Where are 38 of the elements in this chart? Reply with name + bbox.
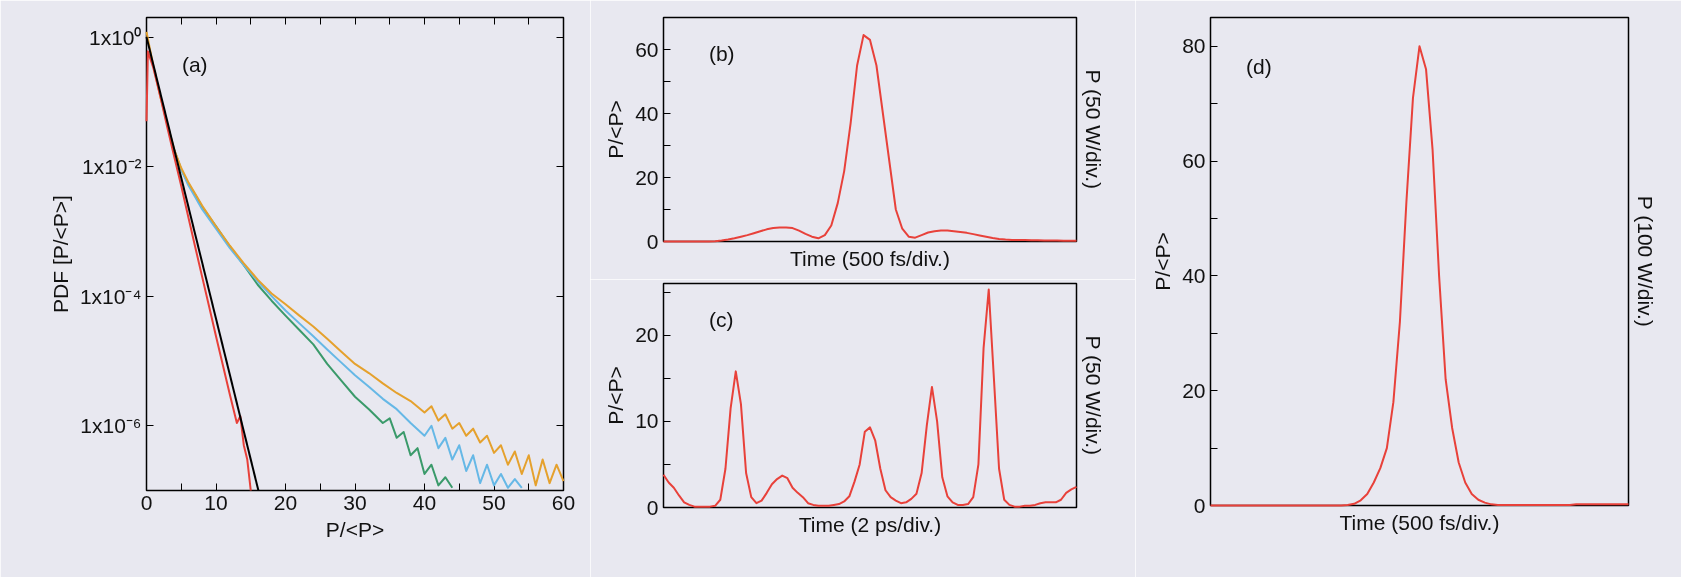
y2-axis-title: P (50 W/div.) bbox=[1081, 69, 1105, 190]
y-tick-label: 40 bbox=[1182, 263, 1206, 287]
annotation: (b) bbox=[708, 41, 735, 65]
x-axis-title: Time (500 fs/div.) bbox=[790, 246, 950, 270]
y2-axis-title: P (50 W/div.) bbox=[1081, 335, 1105, 456]
y-tick-label: 80 bbox=[1182, 34, 1206, 58]
y-axis-title: P/<P> bbox=[604, 366, 628, 425]
y-tick-label: 20 bbox=[635, 323, 659, 347]
x-axis-title: P/<P> bbox=[325, 517, 385, 541]
y-tick-label: 20 bbox=[1182, 378, 1206, 402]
y-tick-label: 0 bbox=[646, 229, 659, 253]
x-tick-label: 30 bbox=[343, 490, 367, 514]
x-tick-label: 40 bbox=[412, 490, 437, 514]
y-axis-title: PDF [P/<P>] bbox=[48, 195, 72, 313]
y-tick-label: 60 bbox=[1182, 149, 1206, 173]
line-series bbox=[662, 288, 1078, 508]
y-tick-label: 20 bbox=[635, 165, 659, 189]
x-axis-title: Time (2 ps/div.) bbox=[798, 512, 942, 536]
y-tick-label: 1x10⁻⁴ bbox=[79, 284, 142, 308]
x-tick-label: 60 bbox=[551, 490, 576, 514]
y-tick-label: 10 bbox=[635, 409, 659, 433]
annotation: (a) bbox=[181, 53, 208, 77]
y-axis-title: P/<P> bbox=[1151, 232, 1175, 291]
x-axis-title: Time (500 fs/div.) bbox=[1339, 510, 1500, 534]
annotation: (d) bbox=[1246, 54, 1272, 78]
x-tick-label: 10 bbox=[204, 490, 228, 514]
y-tick-label: 1x10⁻⁶ bbox=[80, 414, 142, 438]
annotation: (c) bbox=[708, 307, 734, 331]
y-axis-title: P/<P> bbox=[604, 100, 628, 159]
y-tick-label: 40 bbox=[635, 101, 659, 125]
y2-axis-title: P (100 W/div.) bbox=[1633, 195, 1657, 327]
x-tick-label: 50 bbox=[482, 490, 506, 514]
y-tick-label: 1x10⁰ bbox=[88, 25, 142, 49]
y-tick-label: 1x10⁻² bbox=[81, 155, 142, 179]
line-series bbox=[1209, 45, 1630, 507]
line-series bbox=[662, 34, 1078, 243]
x-tick-label: 20 bbox=[273, 490, 298, 514]
y-tick-label: 60 bbox=[635, 37, 659, 61]
